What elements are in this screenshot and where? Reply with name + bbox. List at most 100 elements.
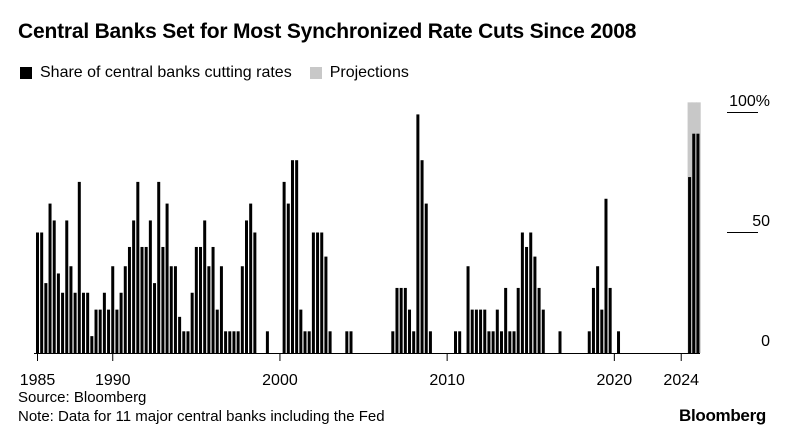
data-bar [165,203,169,353]
data-bar [161,246,165,353]
data-bar [520,232,524,353]
data-bar [119,292,123,353]
bloomberg-logo: Bloomberg [678,406,766,425]
data-bar [211,246,215,353]
source-text: Source: Bloomberg [18,389,147,406]
data-bar [692,133,696,353]
data-bar [169,266,173,353]
data-bar [86,292,90,353]
data-bar [173,266,177,353]
data-bar [203,220,207,353]
data-bar [56,273,60,353]
legend-item-projections: Projections [309,64,409,82]
data-bar [52,220,56,353]
data-bar [249,203,253,353]
data-bar [286,203,290,353]
data-bar [186,331,190,353]
data-bar [207,266,211,353]
data-bar [98,309,102,353]
data-bar [115,309,119,353]
data-bar [474,309,478,353]
data-bar [107,309,111,353]
data-bar [69,266,73,353]
data-bar [604,198,608,353]
source-notes: Source: Bloomberg Note: Data for 11 majo… [18,388,385,426]
y-tick-label: 0 [761,333,770,350]
data-bar [600,309,604,353]
data-bar [525,246,529,353]
data-bar [102,292,106,353]
data-bar [558,331,562,353]
data-bar [458,331,462,353]
note-text: Note: Data for 11 major central banks in… [18,408,385,425]
data-bar [224,331,228,353]
y-tick-label: 100% [729,93,770,110]
data-bar [190,292,194,353]
x-tick-label: 1990 [95,372,131,389]
data-bar [541,309,545,353]
data-bar [324,256,328,353]
data-bar [408,309,412,353]
data-bar [157,181,161,353]
data-bar [199,246,203,353]
data-bar [215,309,219,353]
data-bar [320,232,324,353]
legend-swatch-black [20,67,32,79]
data-bar [311,232,315,353]
data-bar [148,220,152,353]
data-bar [94,309,98,353]
legend-label-projections: Projections [329,64,409,81]
data-bar [299,309,303,353]
data-bar [253,232,257,353]
y-tick-label: 50 [752,213,770,230]
x-tick-label: 2010 [429,372,465,389]
data-bar [290,160,294,353]
data-bar [182,331,186,353]
data-bar [282,181,286,353]
y-axis: 100% 50 0 [727,93,770,350]
legend: Share of central banks cutting rates Pro… [20,64,427,82]
data-bar [136,181,140,353]
x-tick-label: 1985 [20,372,56,389]
data-bar [144,246,148,353]
data-bar [508,331,512,353]
x-tick-label: 2000 [262,372,298,389]
data-bar [236,331,240,353]
data-bar [40,232,44,353]
data-bar [349,331,353,353]
data-bar [399,287,403,353]
data-bar [479,309,483,353]
data-bar [495,309,499,353]
data-bar [470,309,474,353]
data-bar [81,292,85,353]
data-bar [316,232,320,353]
data-bar [403,287,407,353]
data-bar [391,331,395,353]
data-bar [295,160,299,353]
data-bar [303,331,307,353]
x-tick-label: 2024 [663,372,699,389]
data-bar [591,287,595,353]
data-bar [77,181,81,353]
data-bar [73,292,77,353]
data-bar [44,283,48,353]
data-bar [395,287,399,353]
data-bar [132,220,136,353]
data-bar [537,287,541,353]
data-bar [36,232,39,353]
data-bar [696,133,700,353]
data-bar [688,177,692,353]
data-bar [416,114,420,353]
data-bar [504,287,508,353]
legend-label-actual: Share of central banks cutting rates [40,64,292,81]
data-bar [516,287,520,353]
data-bar [219,266,223,353]
data-bar [127,246,131,353]
data-bar [499,331,503,353]
data-bar [61,292,65,353]
data-bar [140,246,144,353]
data-bar [428,331,432,353]
data-bar [153,283,157,353]
data-bar [228,331,232,353]
